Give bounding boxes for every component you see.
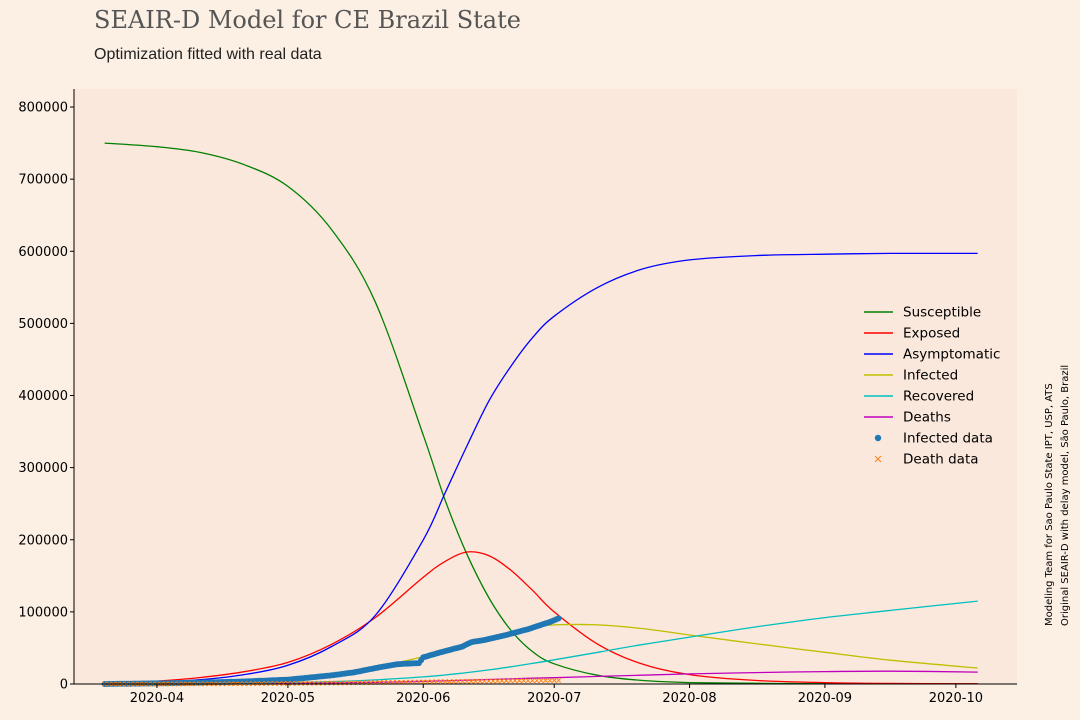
legend-swatch-infected-data: [874, 434, 882, 442]
chart-title: SEAIR-D Model for CE Brazil State: [94, 6, 521, 34]
x-tick-label: 2020-06: [396, 691, 450, 706]
death-data-point: [289, 680, 295, 686]
death-data-point: [542, 677, 549, 684]
death-data-point: [547, 677, 553, 683]
death-data-point: [508, 678, 514, 684]
death-data-point: [525, 678, 531, 684]
death-data-point: [516, 678, 522, 684]
legend-label-deaths: Deaths: [903, 410, 951, 426]
axes-layer: 0 100000 200000 300000 400000 500000 600000 700…: [18, 89, 1017, 706]
death-data-point: [329, 680, 335, 686]
x-tick-label: 2020-05: [261, 691, 315, 706]
death-data-point: [438, 679, 444, 685]
x-tick-label: 2020-07: [527, 691, 581, 706]
y-tick-label: 800000: [18, 101, 68, 116]
y-tick-label: 300000: [18, 461, 68, 476]
death-data-point: [556, 677, 562, 683]
y-tick-label: 100000: [18, 605, 68, 620]
credit-line-2: Original SEAIR-D with delay model, São P…: [1060, 365, 1071, 626]
death-data-point: [276, 680, 282, 686]
death-data-point: [311, 680, 317, 686]
death-data-point: [285, 680, 291, 686]
plot-area: [74, 89, 1017, 684]
credit-line-1: Modeling Team for Sao Paulo State IPT, U…: [1044, 383, 1055, 626]
legend-label-infected: Infected: [903, 368, 958, 384]
y-tick-label: 700000: [18, 173, 68, 188]
death-data-point: [281, 680, 287, 686]
death-data-point: [298, 680, 304, 686]
death-data-point: [529, 678, 535, 684]
death-data-point: [460, 678, 466, 684]
death-data-point: [446, 679, 452, 685]
death-data-point: [490, 678, 496, 684]
death-data-point: [486, 678, 492, 684]
chart-subtitle: Optimization fitted with real data: [94, 46, 322, 63]
death-data-point: [324, 680, 330, 686]
death-data-point: [499, 678, 505, 684]
death-data-point: [294, 680, 300, 686]
death-data-point: [451, 678, 457, 684]
y-tick-label: 600000: [18, 245, 68, 260]
death-data-point: [477, 678, 483, 684]
x-tick-label: 2020-10: [929, 691, 983, 706]
series-susceptible: [104, 142, 978, 685]
legend-label-recovered: Recovered: [903, 389, 974, 405]
y-tick-label: 400000: [18, 389, 68, 404]
death-data-point: [551, 677, 557, 683]
death-data-point: [503, 678, 509, 684]
death-data-point: [473, 678, 479, 684]
legend-label-infected-data: Infected data: [903, 431, 993, 447]
death-data-point: [494, 678, 500, 684]
death-data-point: [464, 678, 470, 684]
death-data-point: [512, 678, 518, 684]
infected-data-point: [555, 615, 562, 622]
death-data-point: [433, 679, 439, 685]
series-asymptomatic: [104, 252, 978, 685]
legend-label-susceptible: Susceptible: [903, 305, 981, 321]
death-data-point: [455, 678, 461, 684]
death-data-point: [307, 680, 313, 686]
death-data-point: [468, 678, 474, 684]
x-tick-label: 2020-09: [798, 691, 852, 706]
legend-label-asymptomatic: Asymptomatic: [903, 347, 1000, 363]
death-data-point: [538, 678, 544, 684]
series-exposed: [104, 551, 978, 685]
legend-swatch-death-data: [874, 455, 882, 463]
legend-label-exposed: Exposed: [903, 326, 960, 342]
x-tick-label: 2020-08: [662, 691, 716, 706]
death-data-point: [302, 680, 308, 686]
death-data-point: [481, 678, 487, 684]
legend-label-death-data: Death data: [903, 452, 979, 468]
death-data-point: [534, 678, 540, 684]
death-data-point: [429, 679, 435, 685]
y-tick-label: 0: [60, 678, 68, 693]
death-data-point: [320, 680, 326, 686]
death-data-point: [521, 678, 527, 684]
death-data-point: [442, 679, 448, 685]
legend: Susceptible Exposed Asymptomatic Infected Re…: [864, 305, 1000, 468]
y-tick-label: 200000: [18, 533, 68, 548]
death-data-point: [425, 679, 431, 685]
death-data-point: [315, 680, 321, 686]
death-data-point: [416, 679, 422, 685]
death-data-point: [420, 679, 426, 685]
y-tick-label: 500000: [18, 317, 68, 332]
x-tick-label: 2020-04: [130, 691, 184, 706]
